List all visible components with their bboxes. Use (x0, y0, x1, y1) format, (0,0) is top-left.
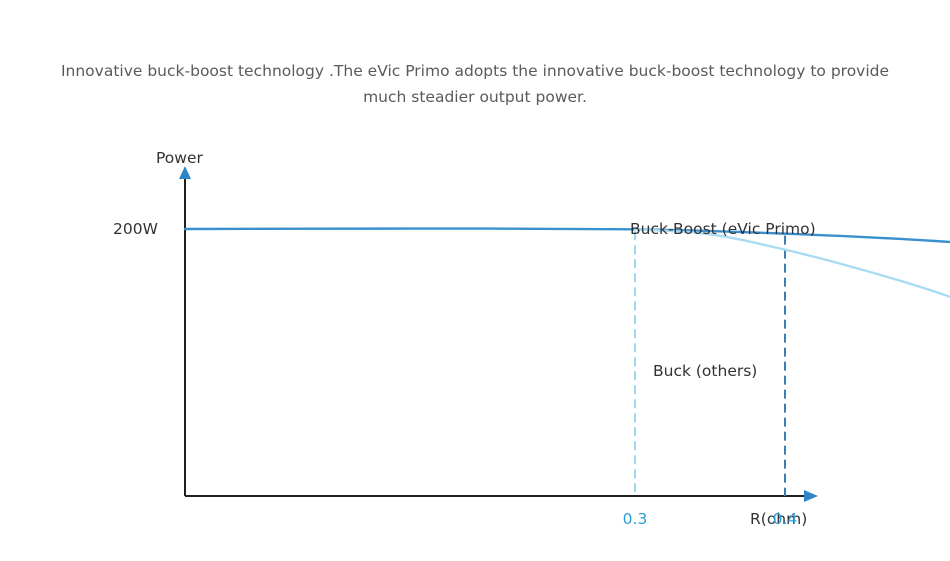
series-label-buck: Buck (others) (653, 362, 757, 380)
resistance-markers (634, 231, 786, 496)
x-axis-arrow (804, 490, 818, 502)
series-line-buck (633, 228, 950, 299)
intro-text: Innovative buck-boost technology .The eV… (40, 58, 910, 110)
y-axis-arrow (179, 166, 191, 179)
x-tick-label-0-4: 0.4 (773, 510, 798, 528)
intro-line-1: Innovative buck-boost technology .The eV… (60, 62, 890, 80)
intro-line-2: much steadier output power. (363, 88, 587, 106)
series-label-buck-boost: Buck-Boost (eVic Primo) (630, 220, 816, 238)
x-tick-labels: 0.3 0.4 (623, 510, 798, 528)
series-labels: Buck-Boost (eVic Primo) Buck (others) (630, 220, 816, 380)
y-tick-label-200w: 200W (113, 220, 158, 238)
x-axis-label: R(ohm) (750, 510, 807, 528)
series-lines (183, 227, 950, 299)
y-axis-label: Power (156, 149, 203, 167)
series-line-buck-boost (183, 227, 950, 244)
x-tick-label-0-3: 0.3 (623, 510, 648, 528)
